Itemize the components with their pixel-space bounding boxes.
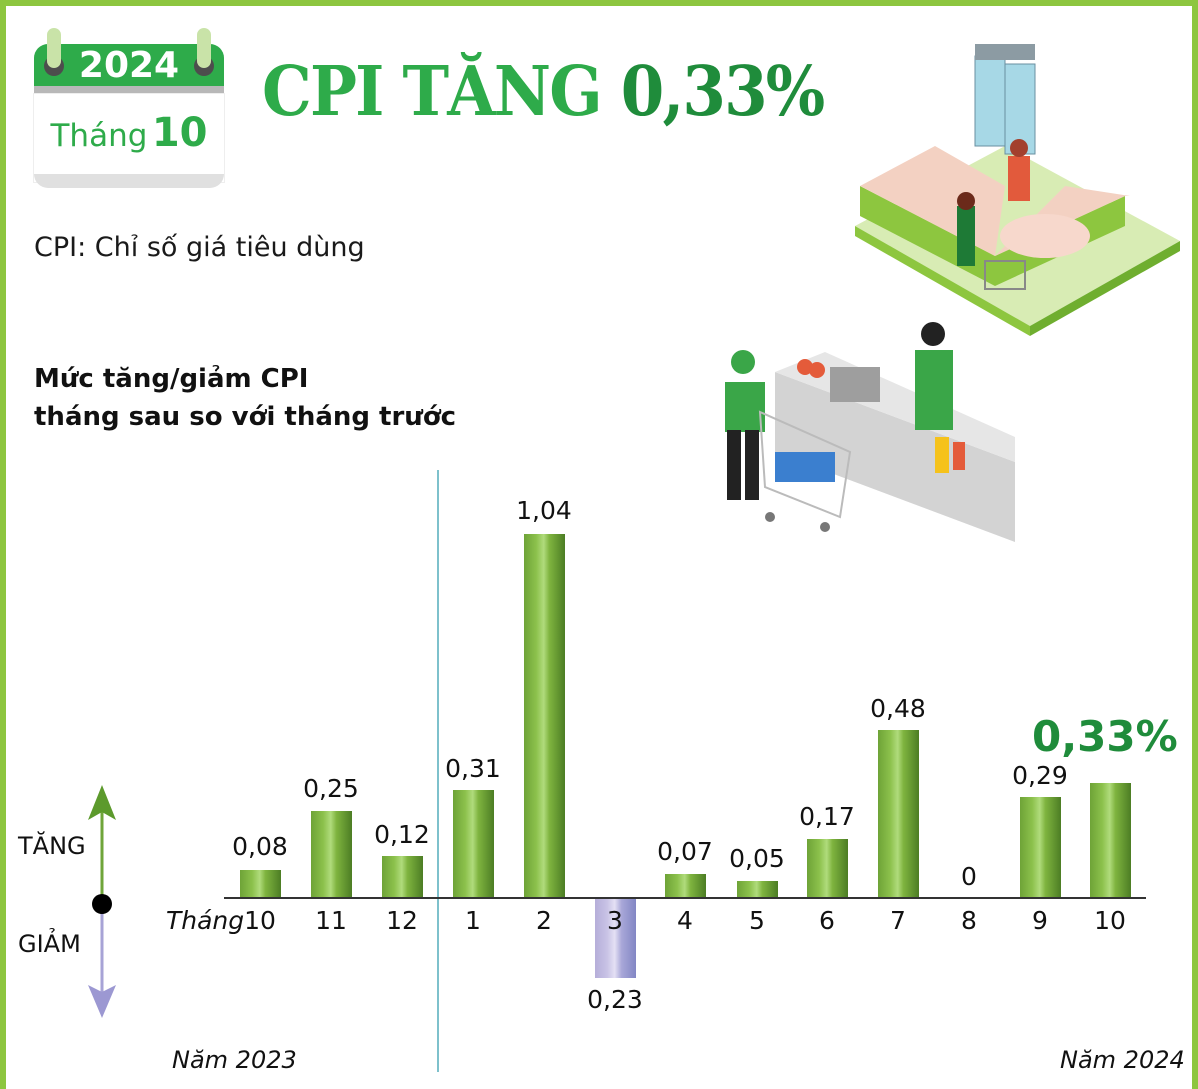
year-divider bbox=[437, 470, 439, 1072]
value-label: 1,04 bbox=[516, 496, 572, 525]
calendar-year: 2024 bbox=[78, 45, 180, 86]
month-label: 10 bbox=[244, 906, 276, 935]
month-label: 1 bbox=[465, 906, 481, 935]
month-label: 7 bbox=[890, 906, 906, 935]
month-label: 2 bbox=[536, 906, 552, 935]
chart-title-line2: tháng sau so với tháng trước bbox=[34, 402, 457, 432]
subtitle: CPI: Chỉ số giá tiêu dùng bbox=[34, 232, 365, 263]
chart-title: Mức tăng/giảm CPI tháng sau so với tháng… bbox=[34, 360, 456, 436]
month-label: 8 bbox=[961, 906, 977, 935]
calendar-header bbox=[34, 44, 224, 86]
value-label: 0,29 bbox=[1012, 761, 1068, 790]
month-label: 10 bbox=[1094, 906, 1126, 935]
bar-2024-03 bbox=[595, 898, 636, 978]
value-label: 0,25 bbox=[303, 774, 359, 803]
calendar-month-number: 10 bbox=[151, 110, 208, 156]
bar-2024-02 bbox=[524, 534, 565, 898]
value-label: 0,12 bbox=[374, 820, 430, 849]
bar-2024-09 bbox=[1020, 797, 1061, 898]
bar-2024-01 bbox=[453, 790, 494, 898]
highlight-value: 0,33% bbox=[1032, 712, 1178, 761]
calendar-body bbox=[34, 94, 224, 182]
calendar-strip bbox=[34, 86, 224, 94]
calendar-month: Tháng 10 bbox=[34, 110, 224, 156]
month-label: 12 bbox=[386, 906, 418, 935]
calendar-footer bbox=[34, 174, 224, 188]
calendar-ring bbox=[47, 28, 61, 68]
calendar-ring bbox=[197, 28, 211, 68]
headline-value: 0,33% bbox=[620, 52, 825, 132]
headline: CPI TĂNG 0,33% bbox=[262, 52, 825, 132]
month-label: 6 bbox=[819, 906, 835, 935]
bar-2024-10 bbox=[1090, 783, 1131, 898]
bar-2023-12 bbox=[382, 856, 423, 898]
headline-prefix: CPI TĂNG bbox=[262, 52, 621, 132]
chart-title-line1: Mức tăng/giảm CPI bbox=[34, 364, 309, 394]
legend-increase: TĂNG bbox=[18, 832, 86, 860]
value-label: 0 bbox=[961, 862, 977, 891]
year-label-2023: Năm 2023 bbox=[172, 1046, 297, 1074]
value-label: 0,07 bbox=[657, 837, 713, 866]
bar-2023-10 bbox=[240, 870, 281, 898]
checkout-illustration bbox=[725, 322, 1015, 542]
month-prefix: Tháng bbox=[166, 906, 245, 935]
value-label: 0,05 bbox=[729, 844, 785, 873]
value-label: 0,23 bbox=[587, 985, 643, 1014]
month-label: 3 bbox=[607, 906, 623, 935]
month-label: 5 bbox=[749, 906, 765, 935]
calendar-month-label: Tháng bbox=[50, 118, 148, 154]
x-axis-line bbox=[224, 897, 1146, 899]
bar-2024-04 bbox=[665, 874, 706, 898]
value-label: 0,31 bbox=[445, 754, 501, 783]
bar-2024-07 bbox=[878, 730, 919, 898]
month-label: 11 bbox=[315, 906, 347, 935]
calendar-icon: 2024 Tháng 10 bbox=[34, 28, 224, 190]
bar-2024-05 bbox=[737, 881, 778, 898]
year-label-2024: Năm 2024 bbox=[1060, 1046, 1185, 1074]
up-down-arrow-icon bbox=[88, 785, 116, 1018]
bar-2024-06 bbox=[807, 839, 848, 898]
value-label: 0,08 bbox=[232, 832, 288, 861]
legend-decrease: GIẢM bbox=[18, 930, 81, 958]
month-label: 9 bbox=[1032, 906, 1048, 935]
bar-2023-11 bbox=[311, 811, 352, 898]
meat-counter-illustration bbox=[855, 44, 1180, 336]
value-label: 0,17 bbox=[799, 802, 855, 831]
value-label: 0,48 bbox=[870, 694, 926, 723]
month-label: 4 bbox=[677, 906, 693, 935]
